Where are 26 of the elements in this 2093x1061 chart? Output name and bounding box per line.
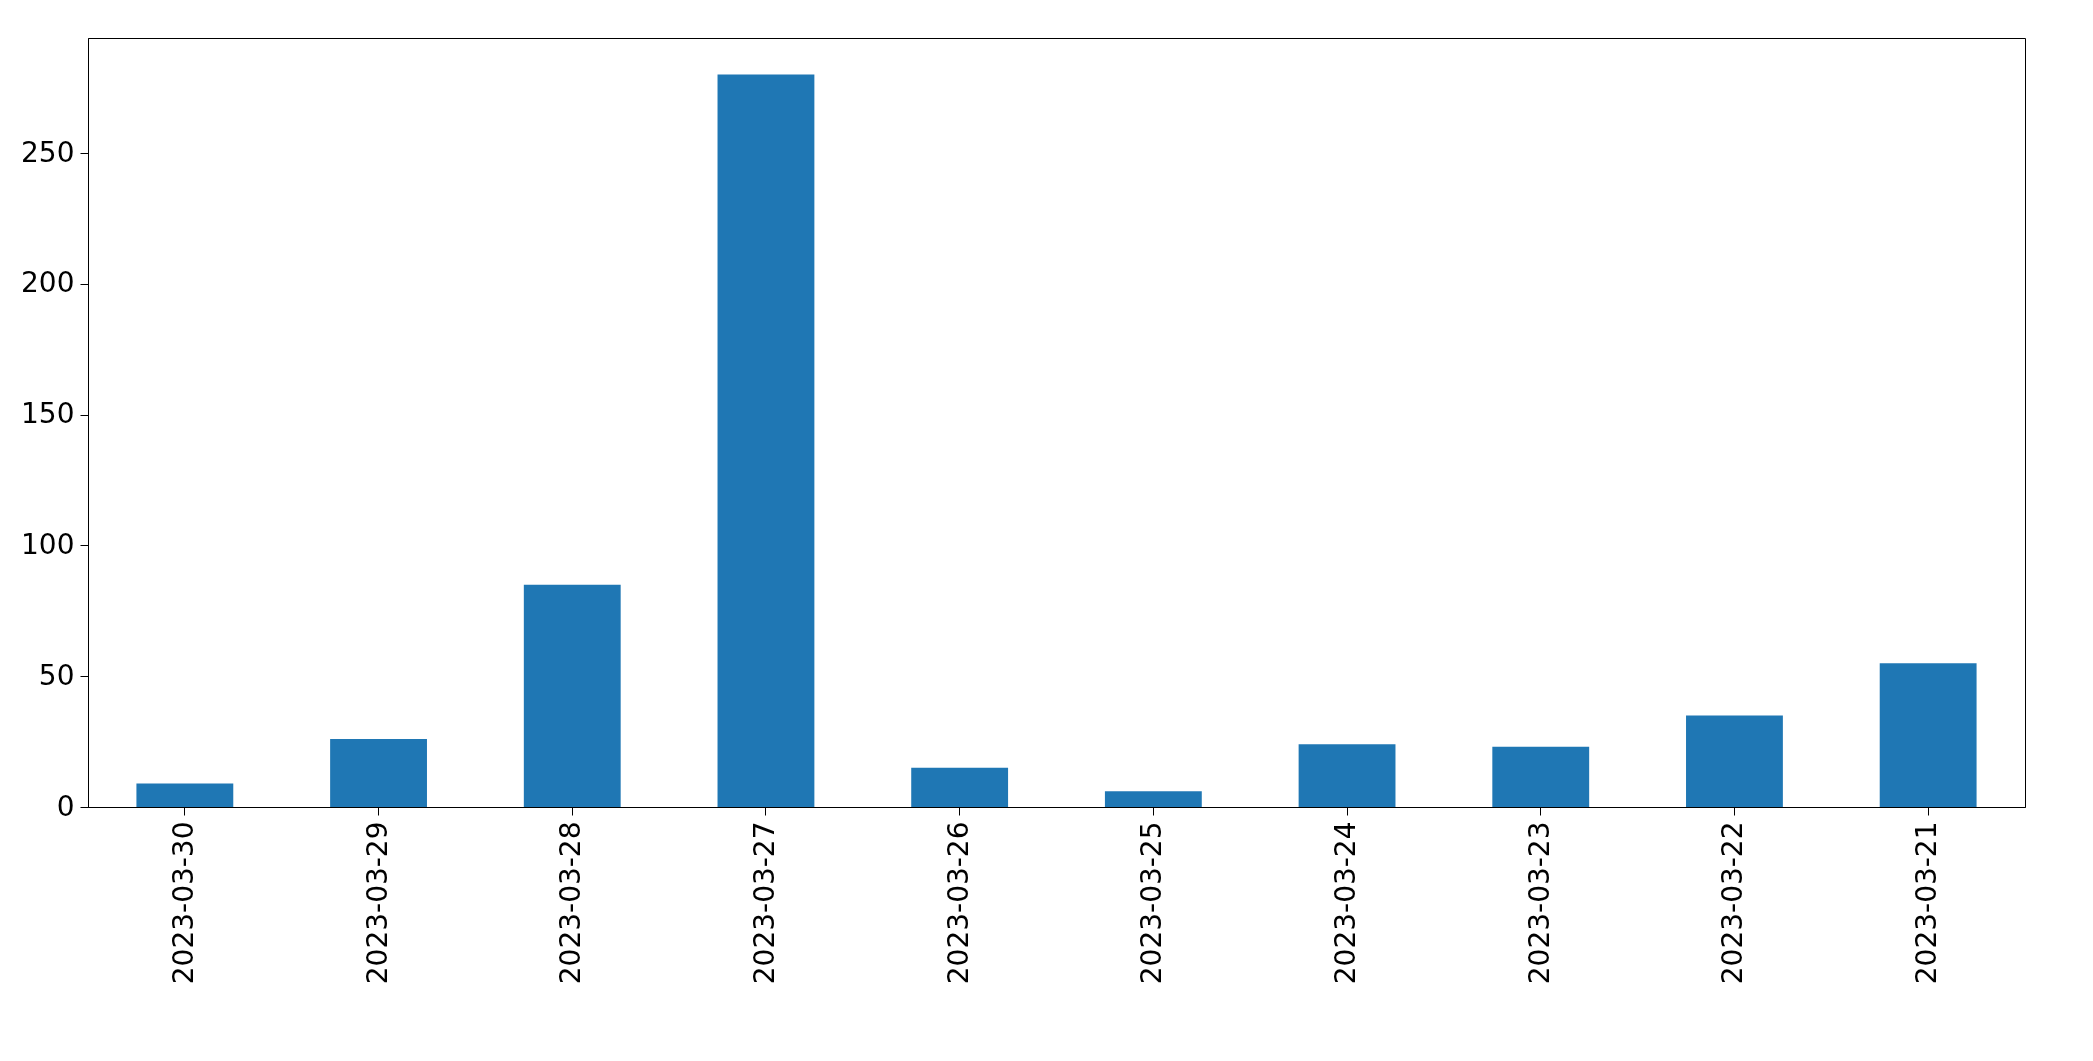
bar	[1298, 744, 1396, 807]
bar	[1879, 663, 1977, 807]
x-tick-label: 2023-03-23	[1522, 821, 1556, 985]
bar	[330, 738, 427, 807]
y-tick-label: 50	[38, 658, 75, 692]
bar	[523, 584, 621, 807]
bar	[717, 74, 815, 807]
bar	[1686, 715, 1783, 807]
bar	[1104, 791, 1202, 807]
bar	[1492, 746, 1590, 807]
x-tick-label: 2023-03-22	[1716, 821, 1750, 985]
x-tick-label: 2023-03-26	[941, 821, 975, 985]
y-tick-label: 200	[21, 266, 75, 300]
x-tick-label: 2023-03-27	[747, 821, 781, 985]
y-tick-label: 150	[21, 397, 75, 431]
x-tick-label: 2023-03-25	[1135, 821, 1169, 985]
x-tick-label: 2023-03-24	[1329, 821, 1363, 985]
bar	[911, 767, 1009, 807]
bar	[136, 783, 234, 807]
x-tick-label: 2023-03-30	[166, 821, 200, 985]
y-tick-label: 0	[56, 789, 75, 823]
y-tick-label: 250	[21, 135, 75, 169]
x-tick-label: 2023-03-21	[1910, 821, 1944, 985]
x-tick-label: 2023-03-29	[360, 821, 394, 985]
x-tick-label: 2023-03-28	[554, 821, 588, 985]
y-tick-label: 100	[21, 527, 75, 561]
